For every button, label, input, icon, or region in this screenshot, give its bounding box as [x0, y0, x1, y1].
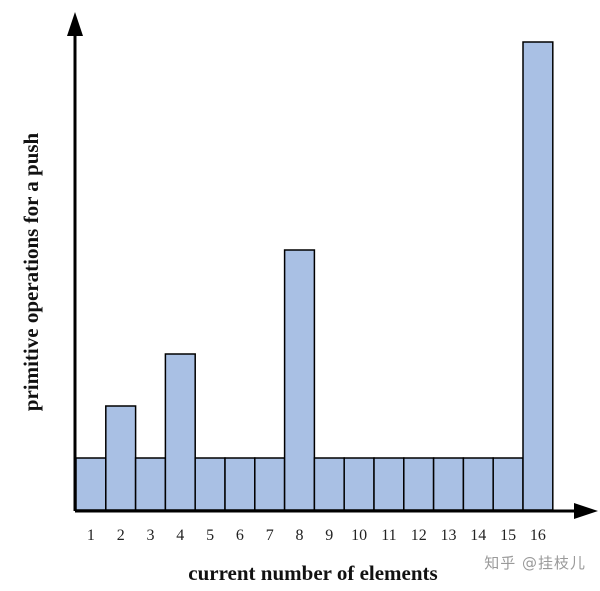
x-tick-label: 2	[117, 527, 125, 544]
bar-15	[492, 457, 524, 511]
x-tick-label: 7	[266, 527, 274, 544]
x-tick-label: 6	[236, 527, 244, 544]
watermark: 知乎 @挂枝儿	[484, 554, 586, 572]
bar-1	[75, 457, 107, 511]
x-tick-label: 11	[381, 527, 396, 544]
bar-7	[254, 457, 286, 511]
x-tick-label: 10	[351, 527, 367, 544]
x-tick-label: 12	[411, 527, 427, 544]
bar-10	[343, 457, 375, 511]
x-tick-label: 5	[206, 527, 214, 544]
x-tick-label: 14	[470, 527, 486, 544]
x-tick-label: 1	[87, 527, 95, 544]
bar-13	[432, 457, 465, 511]
bar-12	[403, 457, 435, 511]
y-axis-title: primitive operations for a push	[19, 132, 43, 411]
bar-9	[313, 457, 345, 511]
x-tick-labels: 1 2 3 4 5 6 7 8 9 10 11 12 13 14 15 16	[87, 527, 546, 544]
x-axis-arrow-icon	[574, 503, 598, 519]
bar-6	[224, 457, 256, 511]
bar-5	[194, 457, 226, 511]
x-tick-label: 9	[325, 527, 333, 544]
bar-8	[283, 249, 316, 511]
axes	[67, 12, 598, 519]
x-tick-label: 3	[147, 527, 155, 544]
x-tick-label: 8	[296, 527, 304, 544]
x-tick-label: 16	[530, 527, 546, 544]
x-tick-label: 15	[500, 527, 516, 544]
bar-11	[373, 457, 405, 511]
bars-group	[75, 41, 554, 511]
y-axis-arrow-icon	[67, 12, 83, 36]
bar-4	[164, 353, 196, 511]
bar-3	[134, 457, 167, 511]
bar-16	[522, 41, 554, 511]
x-tick-label: 13	[441, 527, 457, 544]
bar-14	[462, 457, 494, 511]
x-axis-title: current number of elements	[188, 561, 437, 585]
x-tick-label: 4	[176, 527, 184, 544]
bar-2	[105, 405, 137, 511]
